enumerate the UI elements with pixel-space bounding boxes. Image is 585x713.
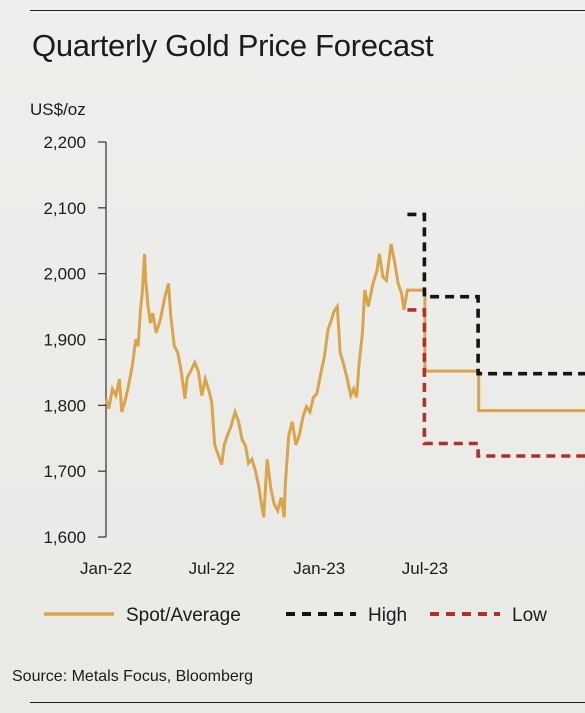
series-low-line — [407, 308, 585, 458]
series-layer — [104, 212, 585, 518]
y-tick-label: 2,200 — [43, 133, 86, 152]
y-tick-label: 2,000 — [43, 265, 86, 284]
bottom-rule — [30, 702, 585, 703]
y-tick-label: 1,600 — [43, 528, 86, 547]
series-spot-average-line — [104, 243, 585, 518]
y-tick-label: 1,900 — [43, 331, 86, 350]
legend-label-low: Low — [512, 605, 547, 626]
y-axis-unit-label: US$/oz — [30, 100, 86, 119]
legend: Spot/Average High Low — [44, 605, 547, 626]
series-high-line — [407, 212, 585, 376]
x-tick-label: Jan-22 — [80, 559, 132, 578]
x-tick-label: Jan-23 — [293, 559, 345, 578]
y-tick-label: 1,800 — [43, 396, 86, 415]
legend-label-spot-average: Spot/Average — [126, 605, 241, 626]
x-tick-label: Jul-22 — [189, 559, 235, 578]
top-rule — [30, 10, 585, 11]
y-tick-label: 1,700 — [43, 462, 86, 481]
y-tick-label: 2,100 — [43, 199, 86, 218]
legend-label-high: High — [368, 605, 407, 626]
source-note: Source: Metals Focus, Bloomberg — [12, 668, 253, 685]
chart-title: Quarterly Gold Price Forecast — [32, 28, 434, 63]
gold-price-chart: US$/oz 1,600 1,700 1,800 1,900 2,000 2,100 2,2… — [30, 100, 585, 626]
axes: 1,600 1,700 1,800 1,900 2,000 2,100 2,200 Jan-2… — [43, 133, 448, 578]
x-tick-label: Jul-23 — [402, 559, 448, 578]
